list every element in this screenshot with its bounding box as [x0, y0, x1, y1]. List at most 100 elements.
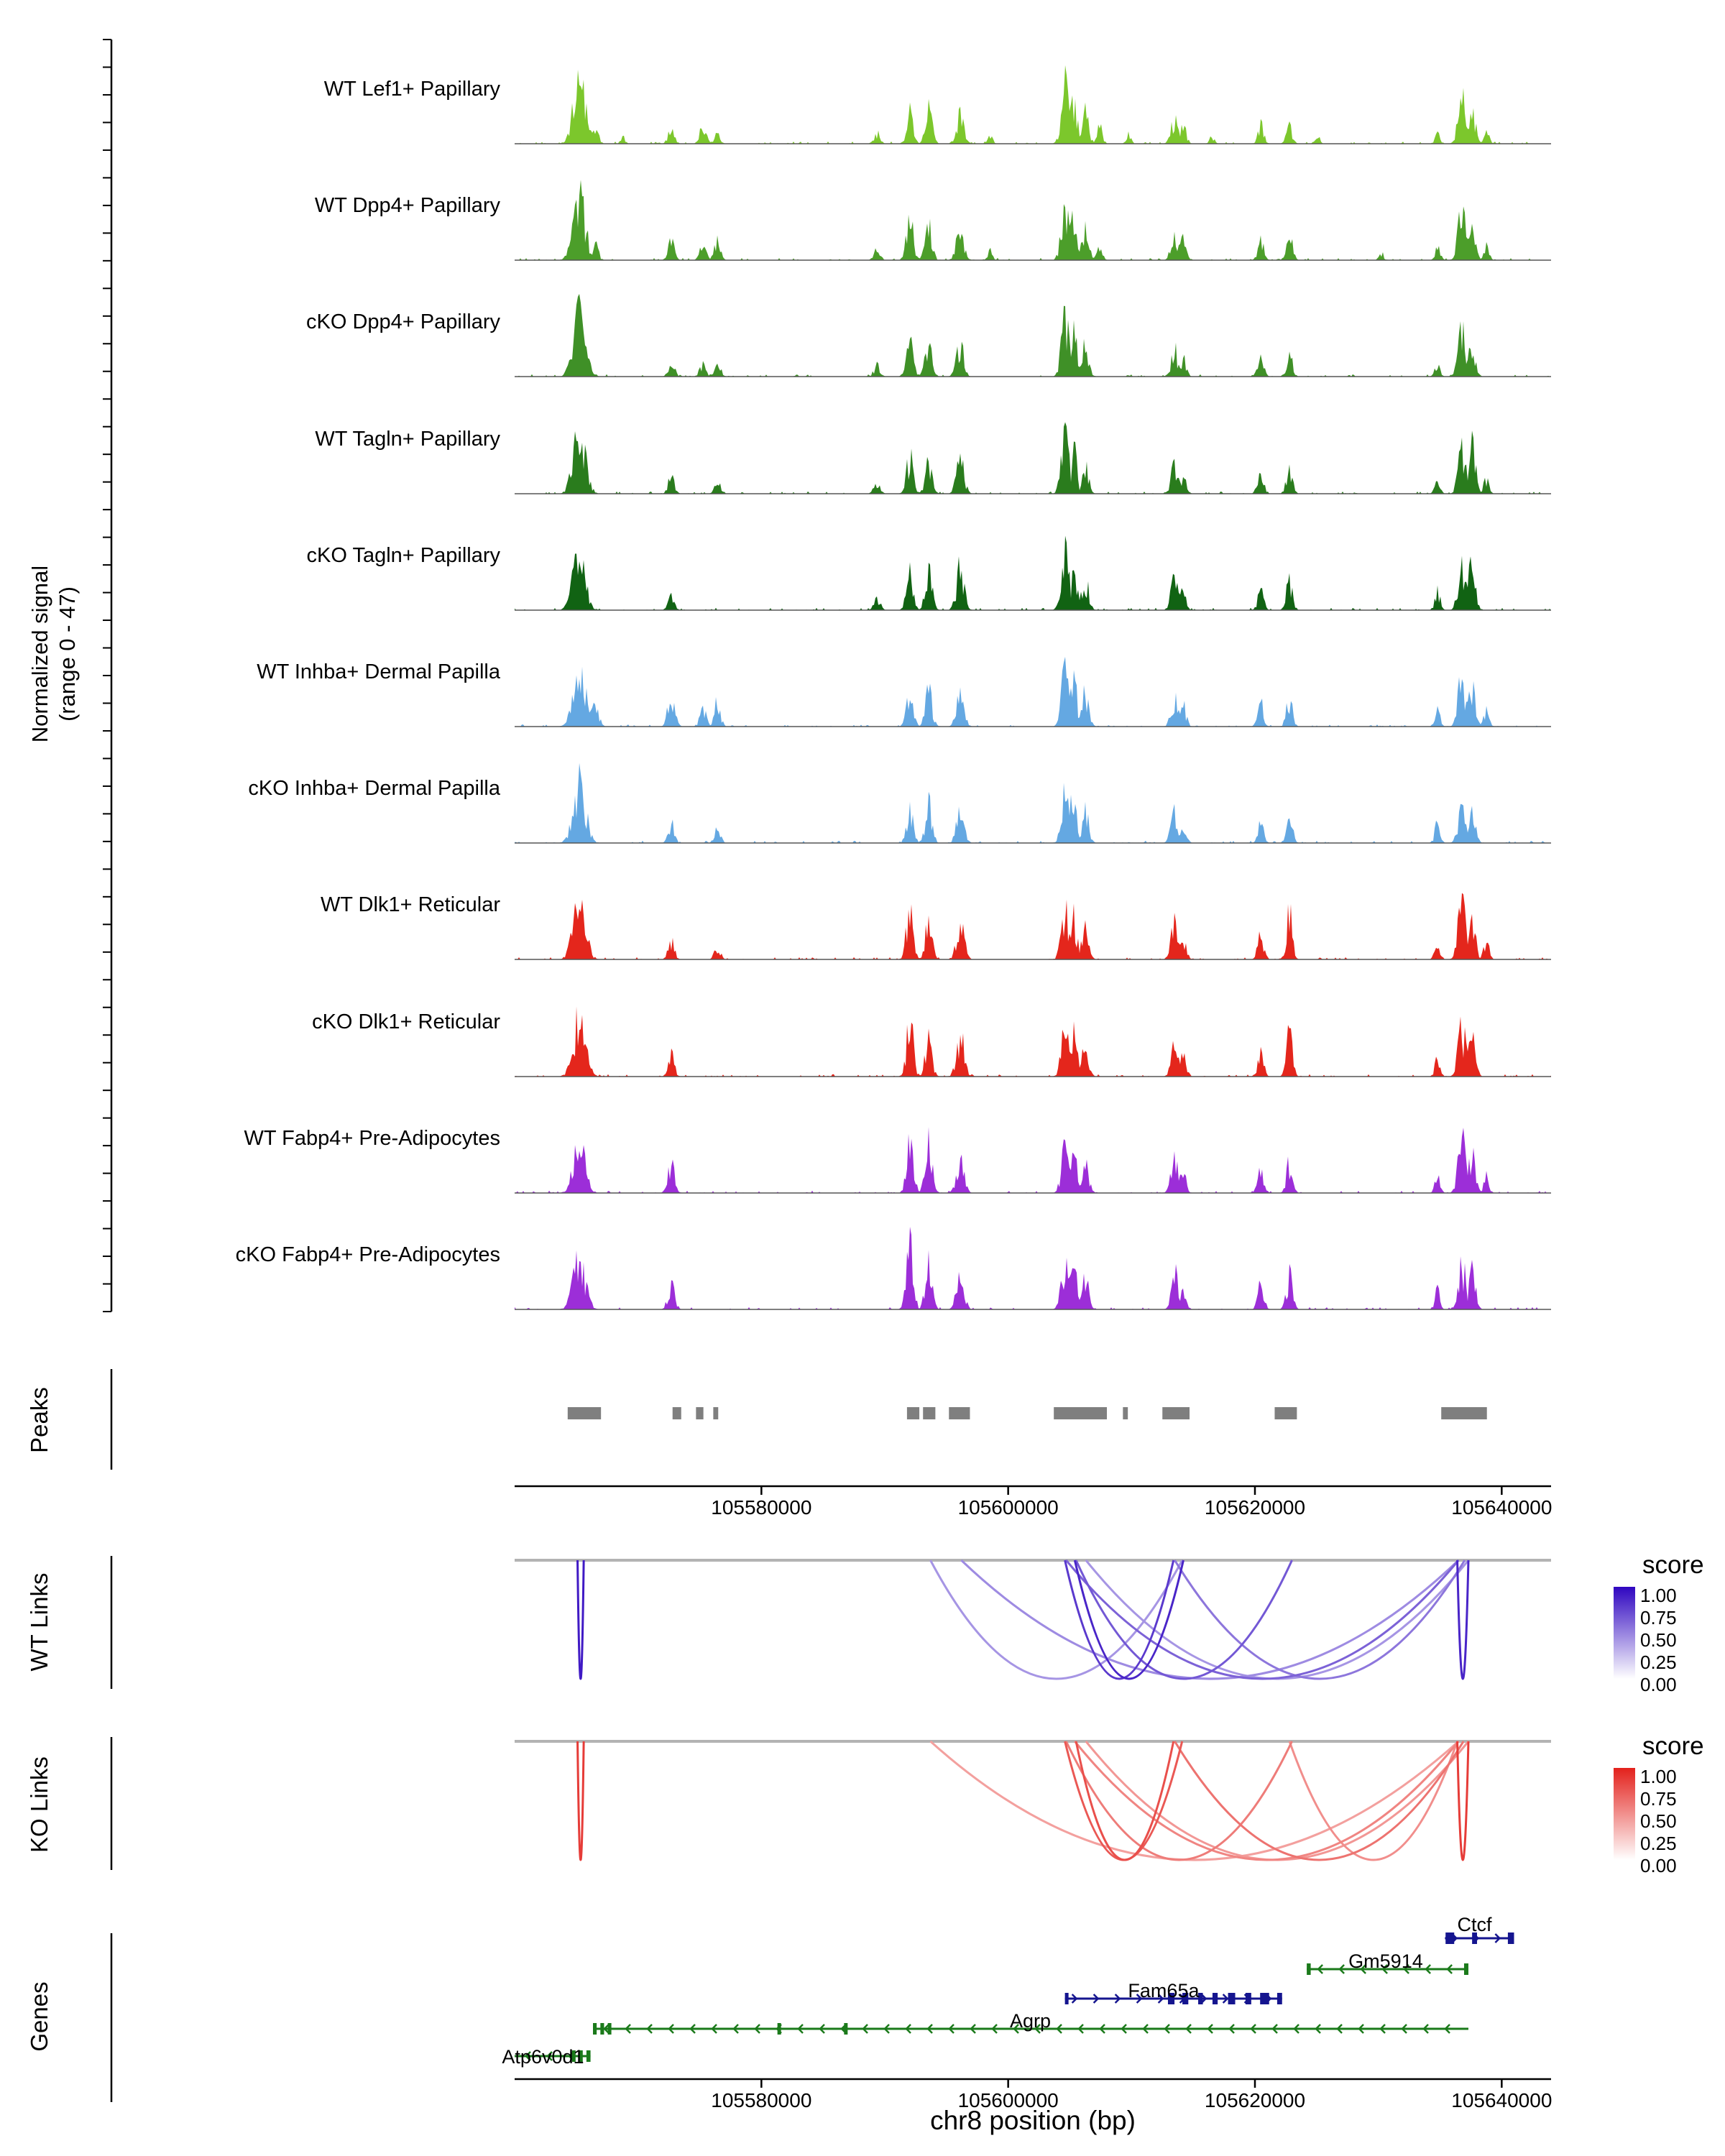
gene-strand-arrow — [1200, 1994, 1208, 2004]
peak-interval — [1274, 1407, 1297, 1419]
gene-strand-arrow — [1381, 1964, 1388, 1974]
axis-tick-label: 105640000 — [1451, 1496, 1552, 1519]
wt-link-arc — [1073, 1560, 1184, 1680]
coverage-signal — [515, 294, 1551, 377]
wt-link-arc — [1174, 1560, 1466, 1680]
legend-tick: 0.00 — [1640, 1855, 1677, 1876]
gene-strand-arrow — [1142, 2024, 1149, 2034]
gene-strand-arrow — [646, 2024, 653, 2034]
legend-tick: 1.00 — [1640, 1585, 1677, 1606]
wt-link-arc — [576, 1560, 585, 1680]
ko-link-arc — [1074, 1741, 1460, 1861]
gene-strand-arrow — [1157, 1994, 1164, 2004]
wt-score-legend: score 1.00 0.75 0.50 0.25 0.00 — [1614, 1551, 1725, 1695]
wt-link-arc — [1065, 1560, 1460, 1680]
gene-strand-arrow — [1358, 2024, 1364, 2034]
ko-link-arc — [1288, 1741, 1458, 1861]
gene-strand-arrow — [926, 2024, 933, 2034]
legend-tick: 0.25 — [1640, 1651, 1677, 1673]
track-label: WT Tagln+ Papillary — [315, 428, 500, 451]
gene-label: Fam65a — [1128, 1980, 1200, 2001]
axis-tick-label: 105600000 — [957, 1496, 1059, 1519]
ko-link-arc — [576, 1741, 585, 1861]
wt-legend-ticks: 1.00 0.75 0.50 0.25 0.00 — [1640, 1585, 1677, 1695]
gene-strand-arrow — [1077, 2024, 1084, 2034]
legend-tick: 0.25 — [1640, 1833, 1677, 1854]
track-label: cKO Inhba+ Dermal Papilla — [248, 777, 500, 800]
track-label: WT Fabp4+ Pre-Adipocytes — [244, 1127, 500, 1150]
legend-tick: 0.75 — [1640, 1607, 1677, 1628]
gene-strand-arrow — [1056, 2024, 1062, 2034]
gene-strand-arrow — [1114, 1994, 1121, 2004]
ko-legend-ticks: 1.00 0.75 0.50 0.25 0.00 — [1640, 1766, 1677, 1876]
coverage-signal — [515, 1006, 1551, 1077]
gene-strand-arrow — [1207, 2024, 1213, 2034]
coverage-signal — [515, 180, 1551, 260]
gene-strand-arrow — [1164, 2024, 1170, 2034]
gene-exon — [1167, 1993, 1175, 2004]
gene-label: Agrp — [1010, 2010, 1052, 2032]
legend-tick: 0.00 — [1640, 1674, 1677, 1695]
gene-strand-arrow — [1425, 1964, 1431, 1974]
gene-strand-arrow — [1494, 1933, 1501, 1943]
gene-exon — [607, 2023, 612, 2035]
gene-exon — [1463, 1963, 1468, 1975]
ko-link-arc — [929, 1740, 1460, 1861]
gene-strand-arrow — [1360, 1964, 1366, 1974]
gene-exon — [1507, 1932, 1514, 1944]
gene-exon — [1182, 1993, 1189, 2004]
peak-interval — [1123, 1407, 1128, 1419]
gene-strand-arrow — [1222, 1994, 1229, 2004]
gene-exon — [1472, 1932, 1477, 1944]
wt-links-section-label: WT Links — [26, 1572, 52, 1672]
gene-strand-arrow — [1092, 1994, 1100, 2004]
track-label: WT Dlk1+ Reticular — [320, 893, 500, 916]
gene-label: Ctcf — [1457, 1914, 1492, 1935]
gene-strand-arrow — [1315, 2024, 1321, 2034]
gene-exon — [571, 2050, 576, 2062]
ko-legend-title: score — [1642, 1732, 1704, 1760]
gene-strand-arrow — [754, 2024, 760, 2034]
gene-exon — [777, 2023, 781, 2035]
gene-exon — [1064, 1993, 1069, 2004]
track-label: cKO Fabp4+ Pre-Adipocytes — [235, 1243, 500, 1266]
track-label: WT Inhba+ Dermal Papilla — [257, 660, 500, 683]
gene-exon — [586, 2050, 591, 2062]
wt-link-arc — [1456, 1560, 1470, 1680]
track-label: cKO Dlk1+ Reticular — [312, 1010, 500, 1033]
gene-strand-arrow — [1228, 2024, 1235, 2034]
gene-strand-arrow — [1293, 2024, 1300, 2034]
gene-strand-arrow — [1099, 2024, 1105, 2034]
gene-strand-arrow — [689, 2024, 696, 2034]
gene-exon — [579, 2050, 583, 2062]
coverage-signal — [515, 656, 1551, 727]
gene-strand-arrow — [1121, 2024, 1127, 2034]
wt-link-arc — [1075, 1560, 1293, 1680]
gene-exon — [844, 2023, 848, 2035]
wt-link-arc — [1064, 1560, 1175, 1680]
gene-strand-arrow — [1338, 1964, 1345, 1974]
gene-exon — [1276, 1993, 1282, 2004]
gene-strand-arrow — [883, 2024, 890, 2034]
track-label: WT Lef1+ Papillary — [323, 78, 500, 101]
gene-strand-arrow — [1446, 1964, 1453, 1974]
gene-strand-arrow — [1336, 2024, 1343, 2034]
peak-interval — [1054, 1407, 1107, 1419]
ko-link-arc — [1064, 1741, 1184, 1861]
gene-strand-arrow — [546, 2051, 553, 2061]
gene-strand-arrow — [1401, 2024, 1407, 2034]
ko-link-arc — [1456, 1741, 1470, 1861]
peak-interval — [567, 1407, 602, 1419]
coverage-signal — [515, 535, 1551, 610]
gene-strand-arrow — [1422, 2024, 1429, 2034]
gene-strand-arrow — [862, 2024, 868, 2034]
peak-interval — [713, 1407, 719, 1419]
gene-strand-arrow — [819, 2024, 825, 2034]
peak-interval — [672, 1407, 681, 1419]
gene-strand-arrow — [1185, 2024, 1192, 2034]
gene-strand-arrow — [525, 2051, 531, 2061]
axis-tick-label: 105620000 — [1204, 2089, 1306, 2111]
peak-interval — [923, 1407, 936, 1419]
gene-strand-arrow — [1317, 1964, 1323, 1974]
